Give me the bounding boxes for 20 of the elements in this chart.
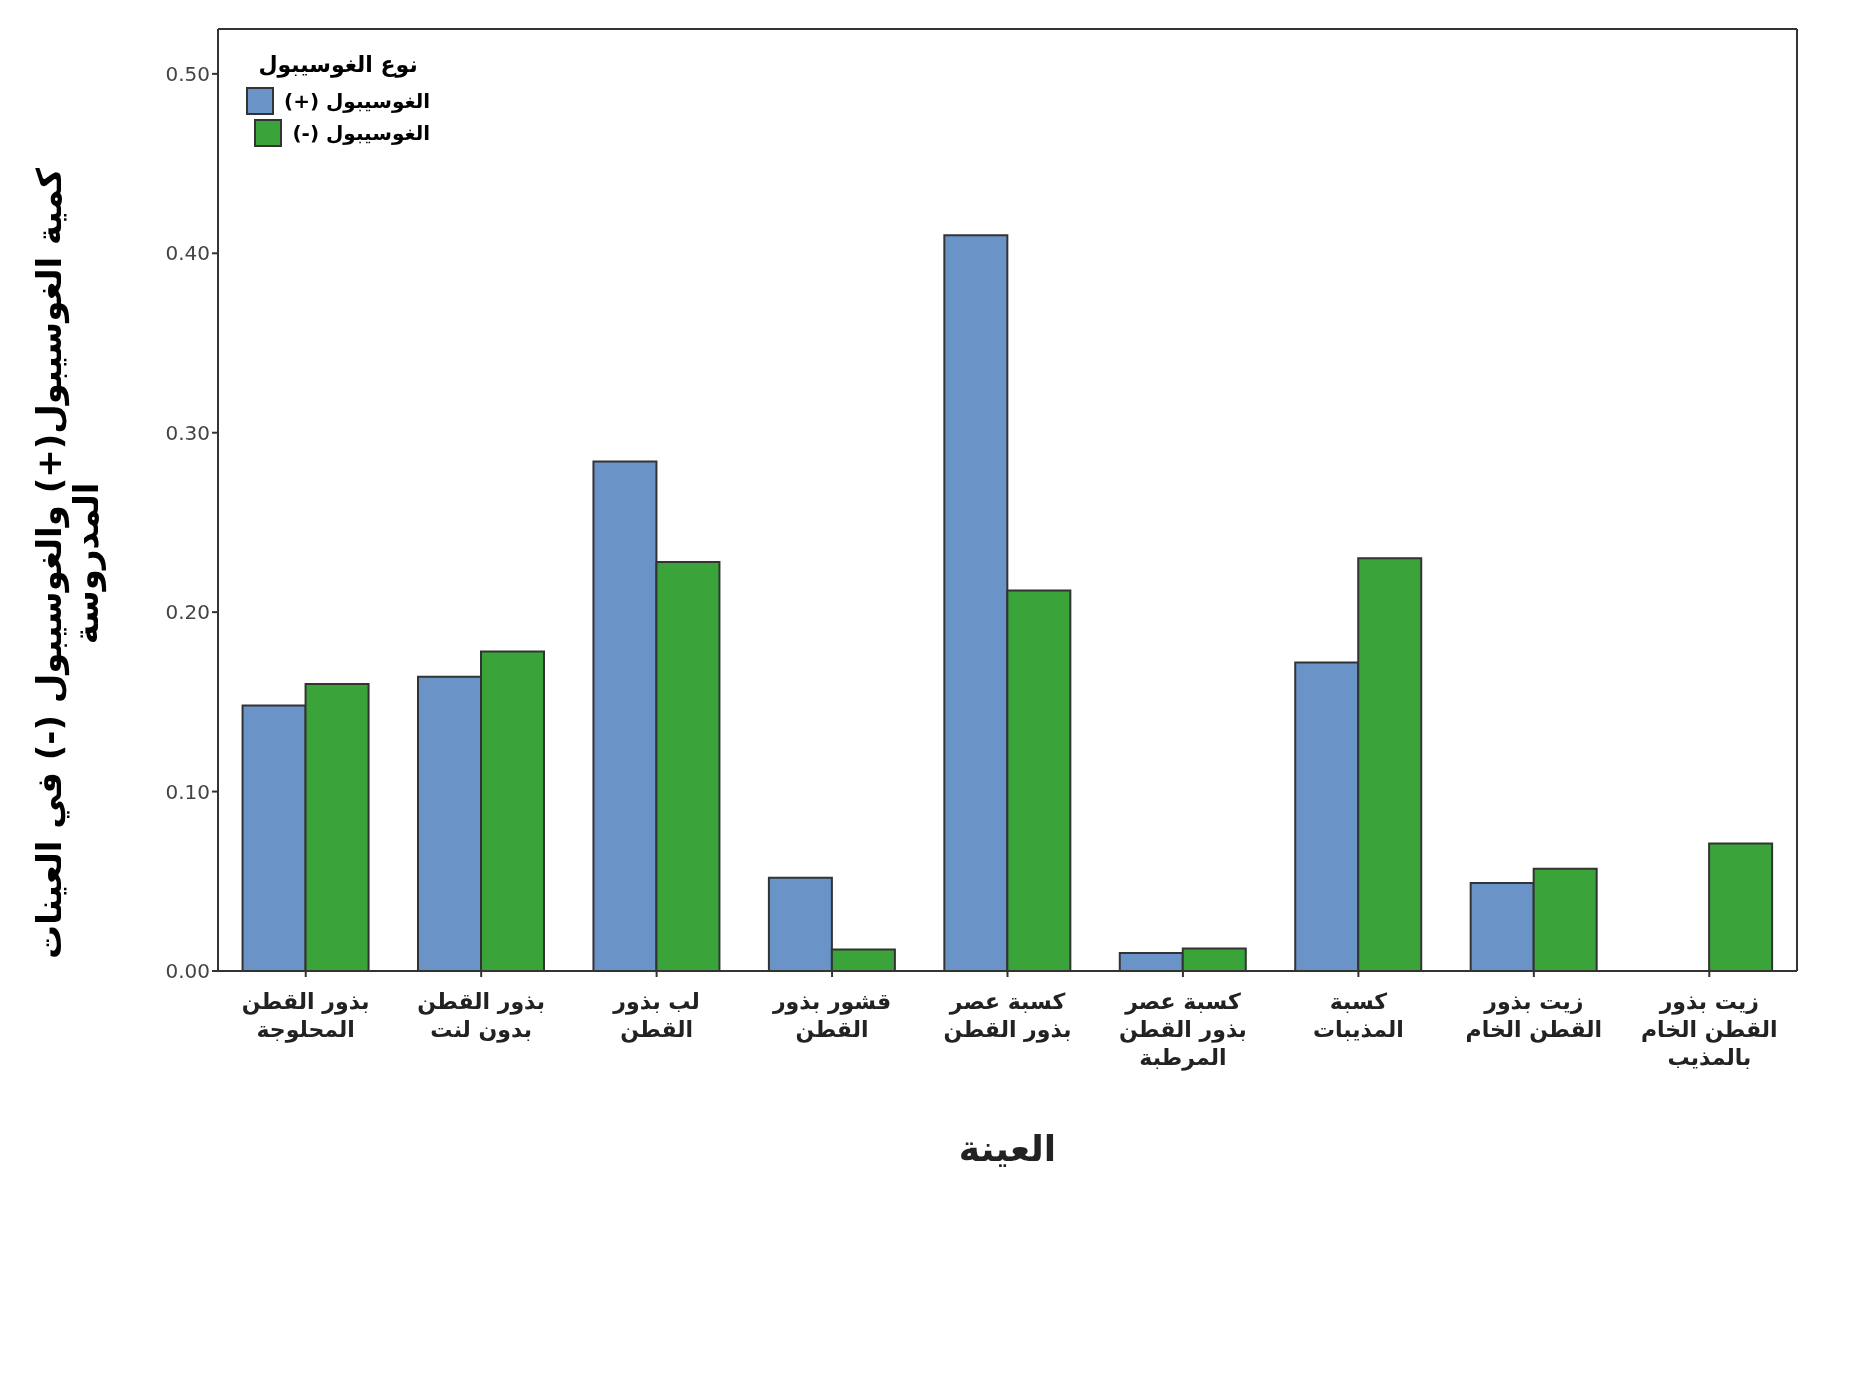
y-tick-label: 0.00: [165, 959, 210, 984]
x-tick-label: قشور بذور القطن: [771, 989, 892, 1043]
y-tick-label: 0.10: [165, 779, 210, 804]
legend-label: الغوسيبول (+): [284, 89, 431, 113]
x-tick-label: كسبة المذيبات: [1312, 989, 1404, 1042]
legend-title: نوع الغوسيبول: [257, 52, 419, 77]
x-tick-label: بذور القطن المحلوجة: [241, 989, 370, 1043]
x-axis-title: العينة: [958, 1128, 1057, 1169]
x-tick-label: كسبة عصر بذور القطن المرطبة: [1119, 989, 1247, 1071]
y-tick-label: 0.20: [165, 600, 210, 625]
x-tick-label: زيت بذور القطن الخام بالمذيب: [1640, 989, 1778, 1070]
x-tick-label: لب بذور القطن: [612, 989, 700, 1043]
y-tick-label: 0.50: [165, 61, 210, 86]
legend-label: الغوسيبول (-): [292, 121, 431, 145]
x-tick-label: بذور القطن بدون لنت: [417, 989, 546, 1043]
y-tick-label: 0.30: [165, 420, 210, 445]
x-tick-label: زيت بذور القطن الخام: [1465, 989, 1603, 1043]
y-tick-label: 0.40: [165, 241, 210, 266]
x-tick-label: كسبة عصر بذور القطن: [943, 989, 1072, 1043]
y-axis-title: كمية الغوسيبول(+) والغوسيبول (-) في العينات المدروسة: [28, 166, 106, 961]
